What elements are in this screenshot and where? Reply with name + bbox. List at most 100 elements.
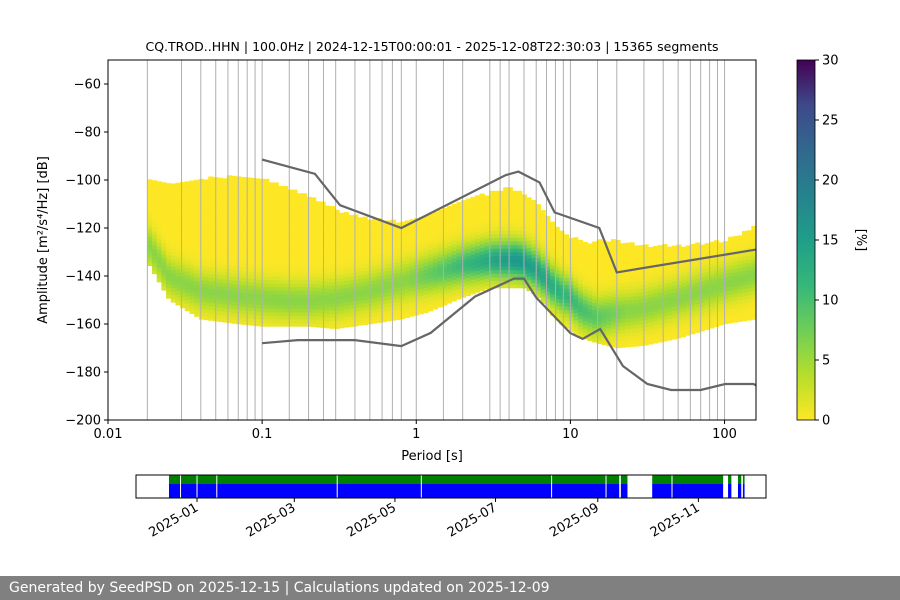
heatmap-cell <box>152 237 158 242</box>
heatmap-cell <box>339 227 345 232</box>
heatmap-cell <box>231 240 237 245</box>
heatmap-cell <box>329 209 336 214</box>
heatmap-cell <box>152 191 158 195</box>
heatmap-cell <box>418 299 424 304</box>
heatmap-cell <box>648 268 654 273</box>
heatmap-cell <box>746 277 752 281</box>
heatmap-cell <box>269 294 275 298</box>
heatmap-cell <box>606 313 612 318</box>
heatmap-cell <box>409 222 415 227</box>
heatmap-cell <box>301 290 307 295</box>
heatmap-cell <box>395 244 401 249</box>
heatmap-cell <box>418 277 424 282</box>
heatmap-cell <box>381 260 387 265</box>
heatmap-cell <box>638 263 645 267</box>
heatmap-cell <box>554 226 560 231</box>
heatmap-cell <box>671 317 677 322</box>
heatmap-cell <box>297 279 303 284</box>
heatmap-cell <box>189 259 195 264</box>
heatmap-cell <box>194 183 200 188</box>
heatmap-cell <box>189 256 195 261</box>
heatmap-cell <box>451 276 457 280</box>
heatmap-cell <box>329 278 336 282</box>
heatmap-cell <box>306 290 312 295</box>
nlnm-curve <box>262 277 757 392</box>
heatmap-cell <box>236 183 242 188</box>
heatmap-cell <box>226 304 233 309</box>
heatmap-cell <box>503 230 509 235</box>
heatmap-cell <box>269 319 275 324</box>
heatmap-cell <box>432 255 439 260</box>
heatmap-cell <box>240 202 247 207</box>
heatmap-cell <box>582 249 588 254</box>
heatmap-cell <box>287 286 293 291</box>
heatmap-cell <box>390 241 396 246</box>
heatmap-cell <box>723 302 729 307</box>
heatmap-cell <box>437 209 443 214</box>
heatmap-cell <box>559 234 565 239</box>
heatmap-cell <box>250 285 256 290</box>
heatmap-cell <box>358 235 364 240</box>
heatmap-cell <box>297 312 303 316</box>
heatmap-cell <box>208 273 214 278</box>
heatmap-cell <box>161 182 167 187</box>
heatmap-cell <box>292 297 298 302</box>
heatmap-cell <box>292 301 298 306</box>
heatmap-cell <box>278 315 284 320</box>
heatmap-cell <box>432 273 439 278</box>
heatmap-cell <box>545 241 551 245</box>
heatmap-cell <box>737 285 743 290</box>
heatmap-cell <box>723 241 729 245</box>
heatmap-cell <box>231 229 237 234</box>
used-block <box>652 475 724 484</box>
heatmap-cell <box>620 336 626 341</box>
heatmap-cell <box>709 292 715 297</box>
heatmap-cell <box>489 190 495 195</box>
heatmap-cell <box>568 320 574 325</box>
heatmap-cell <box>531 272 537 276</box>
heatmap-cell <box>437 242 443 247</box>
heatmap-cell <box>554 309 560 314</box>
heatmap-cell <box>334 256 340 261</box>
heatmap-cell <box>362 256 368 261</box>
heatmap-cell <box>283 272 289 277</box>
heatmap-cell <box>493 208 499 213</box>
heatmap-cell <box>559 309 565 314</box>
heatmap-cell <box>503 248 509 253</box>
heatmap-cell <box>596 311 602 316</box>
heatmap-cell <box>709 313 715 318</box>
heatmap-cell <box>615 340 621 345</box>
heatmap-cell <box>526 226 532 230</box>
heatmap-cell <box>465 270 471 275</box>
used-block <box>728 475 732 484</box>
heatmap-cell <box>596 268 602 272</box>
heatmap-cell <box>423 276 429 281</box>
heatmap-cell <box>269 286 275 291</box>
heatmap-cell <box>264 247 270 252</box>
heatmap-cell <box>671 299 677 304</box>
heatmap-cell <box>484 213 490 218</box>
heatmap-cell <box>718 314 724 319</box>
heatmap-cell <box>685 263 691 268</box>
heatmap-cell <box>606 320 612 325</box>
heatmap-cell <box>442 233 448 238</box>
heatmap-cell <box>339 306 345 311</box>
heatmap-cell <box>643 294 649 299</box>
heatmap-cell <box>250 257 256 261</box>
heatmap-cell <box>601 319 607 324</box>
heatmap-cell <box>166 276 172 281</box>
heatmap-cell <box>358 318 364 323</box>
heatmap-cell <box>269 258 275 262</box>
heatmap-cell <box>240 270 247 275</box>
heatmap-cell <box>461 250 467 255</box>
heatmap-cell <box>484 271 490 275</box>
heatmap-cell <box>283 232 289 237</box>
heatmap-cell <box>231 190 237 195</box>
heatmap-cell <box>512 255 518 260</box>
heatmap-cell <box>526 211 532 216</box>
heatmap-cell <box>147 247 153 252</box>
heatmap-cell <box>741 299 748 304</box>
heatmap-cell <box>217 278 223 283</box>
heatmap-cell <box>381 221 387 225</box>
heatmap-cell <box>685 331 691 336</box>
